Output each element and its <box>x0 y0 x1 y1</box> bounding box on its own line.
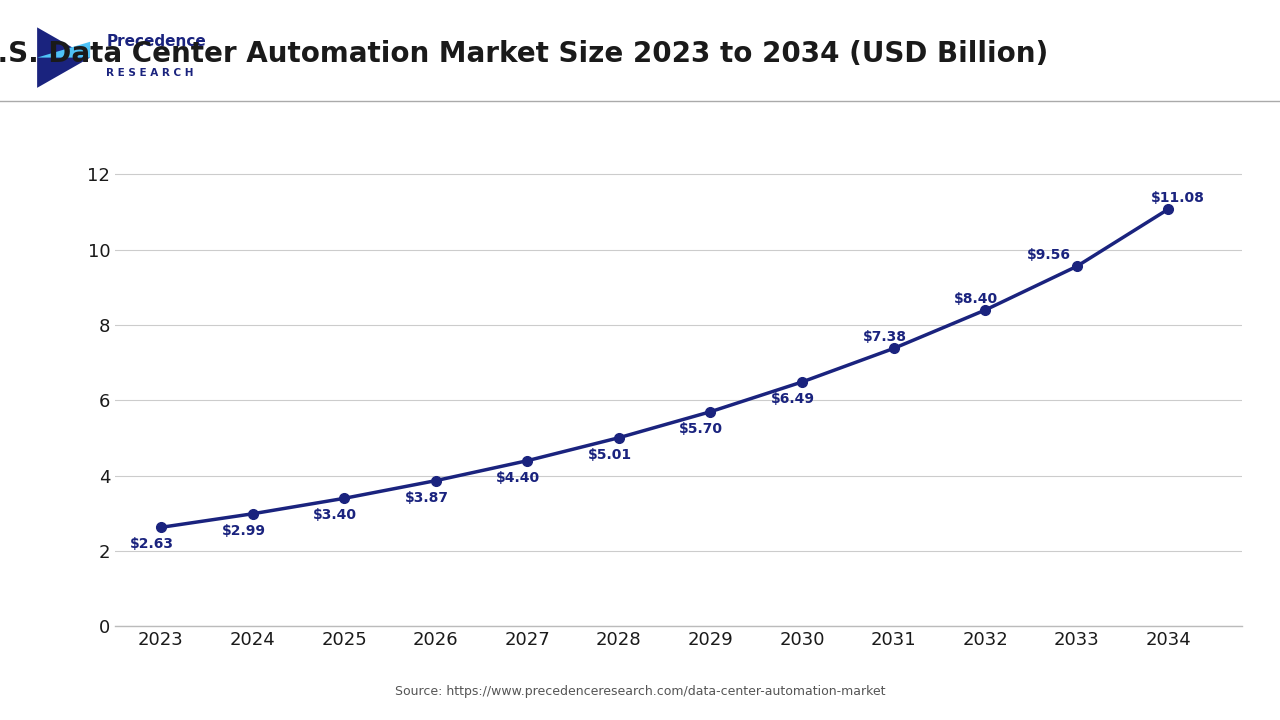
Text: Precedence: Precedence <box>106 35 206 49</box>
Text: $9.56: $9.56 <box>1028 248 1071 262</box>
Text: U.S. Data Center Automation Market Size 2023 to 2034 (USD Billion): U.S. Data Center Automation Market Size … <box>0 40 1048 68</box>
Text: R E S E A R C H: R E S E A R C H <box>106 68 193 78</box>
Text: Source: https://www.precedenceresearch.com/data-center-automation-market: Source: https://www.precedenceresearch.c… <box>394 685 886 698</box>
Text: $4.40: $4.40 <box>497 471 540 485</box>
Text: $3.40: $3.40 <box>314 508 357 522</box>
Polygon shape <box>37 42 90 58</box>
Text: $5.70: $5.70 <box>680 422 723 436</box>
Text: $2.99: $2.99 <box>221 523 265 538</box>
Text: $3.87: $3.87 <box>404 490 448 505</box>
Text: $7.38: $7.38 <box>863 330 906 344</box>
Polygon shape <box>37 27 90 88</box>
Text: $5.01: $5.01 <box>588 448 632 462</box>
Text: $6.49: $6.49 <box>771 392 815 406</box>
Text: $11.08: $11.08 <box>1151 191 1204 204</box>
Text: $8.40: $8.40 <box>954 292 998 306</box>
Text: $2.63: $2.63 <box>129 537 174 552</box>
